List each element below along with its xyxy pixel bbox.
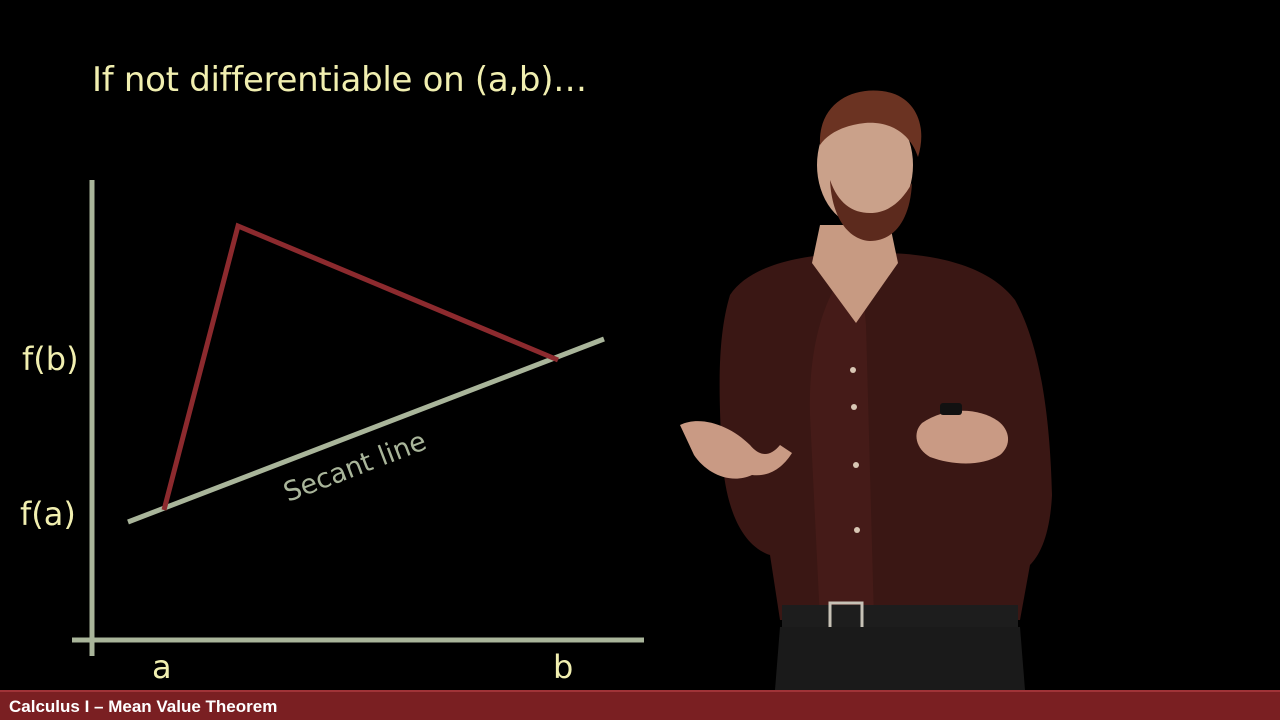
- y-label-fb: f(b): [22, 340, 79, 378]
- right-hand: [916, 410, 1009, 464]
- head: [817, 103, 913, 227]
- pants: [775, 627, 1025, 690]
- slide-title: If not differentiable on (a,b)…: [92, 60, 587, 100]
- presenter-figure: [680, 90, 1052, 690]
- secant-line: [127, 336, 605, 525]
- left-hand: [680, 421, 792, 479]
- shirt-button: [850, 367, 856, 373]
- shirt: [719, 253, 1052, 620]
- x-label-a: a: [152, 648, 172, 686]
- footer-bar: Calculus I – Mean Value Theorem: [0, 690, 1280, 720]
- shirt-button: [851, 404, 857, 410]
- beard: [830, 180, 912, 241]
- shirt-button: [854, 527, 860, 533]
- shirt-button: [853, 462, 859, 468]
- function-curve: [161, 222, 559, 511]
- x-label-b: b: [553, 648, 574, 686]
- hair: [819, 90, 922, 157]
- clicker: [940, 403, 962, 415]
- y-label-fa: f(a): [20, 495, 76, 533]
- course-title: Calculus I – Mean Value Theorem: [9, 697, 278, 716]
- secant-label: Secant line: [279, 426, 430, 509]
- neck: [812, 225, 898, 323]
- belt: [782, 605, 1018, 627]
